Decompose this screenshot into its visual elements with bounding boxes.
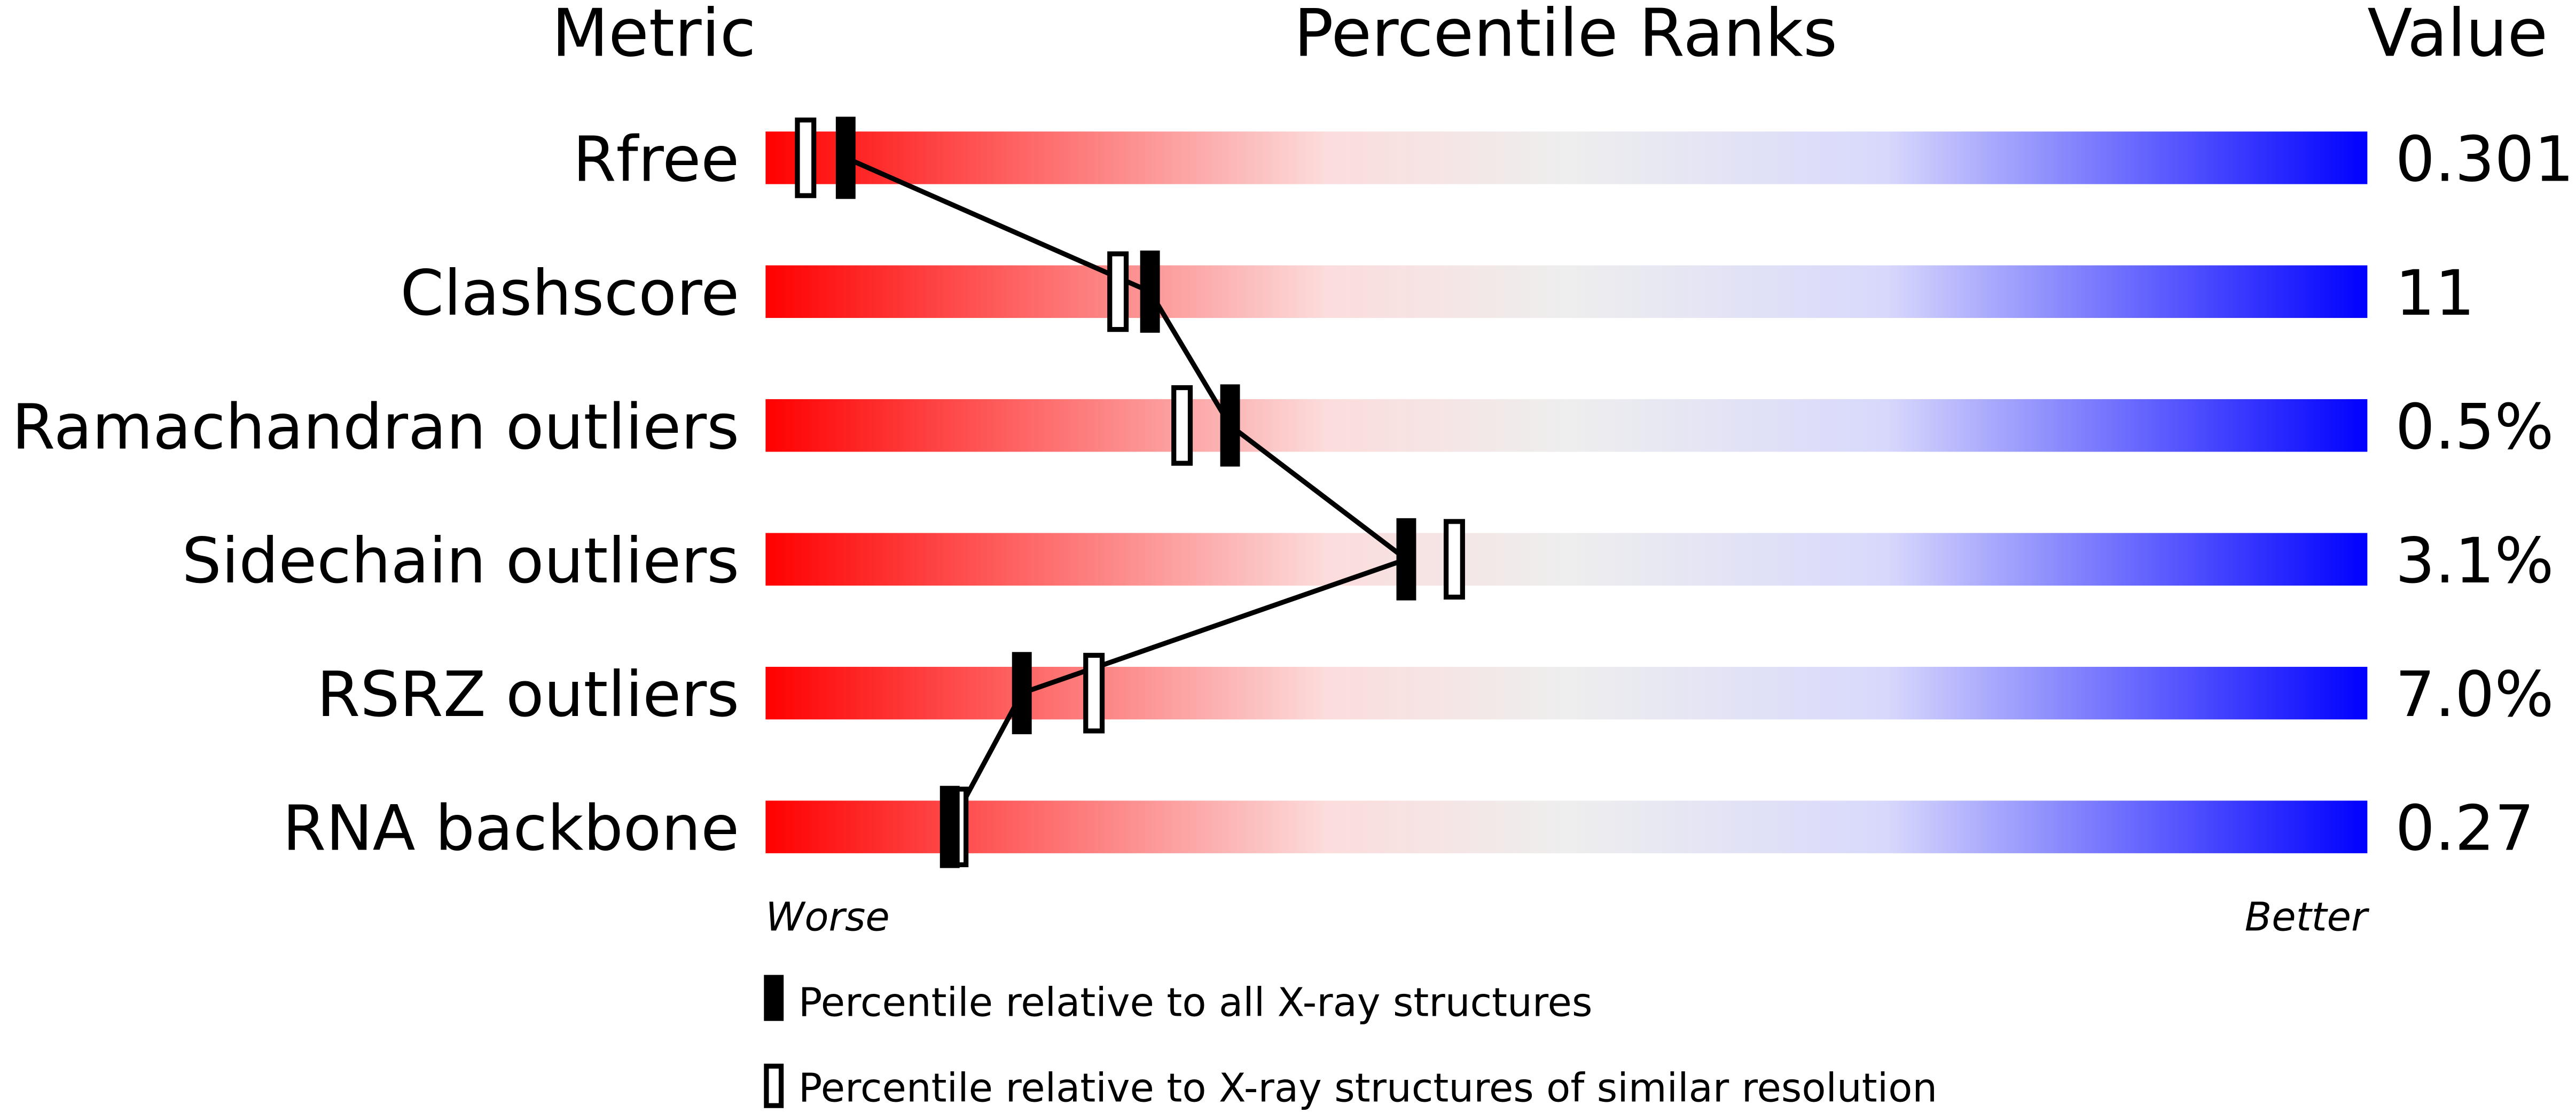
marker-all xyxy=(1220,384,1240,467)
metric-label: Rfree xyxy=(573,122,739,196)
metric-label: RNA backbone xyxy=(283,792,739,865)
marker-similar xyxy=(1083,652,1105,734)
metric-label: RSRZ outliers xyxy=(317,658,739,731)
marker-all xyxy=(1140,250,1160,333)
legend-swatch xyxy=(764,1063,784,1108)
metric-label: Sidechain outliers xyxy=(182,524,740,597)
header: Value xyxy=(2367,0,2548,72)
metric-label: Ramachandran outliers xyxy=(12,390,739,463)
slider-bar xyxy=(765,399,2368,452)
marker-similar xyxy=(795,117,817,198)
metric-value: 3.1% xyxy=(2395,524,2554,597)
slider-bar xyxy=(765,131,2368,184)
metric-value: 0.5% xyxy=(2395,390,2554,463)
metric-value: 7.0% xyxy=(2395,658,2554,731)
marker-all xyxy=(835,116,856,199)
metric-value: 11 xyxy=(2395,256,2475,330)
legend-swatch xyxy=(764,975,784,1021)
marker-similar xyxy=(1443,519,1465,600)
legend-label: Percentile relative to X-ray structures … xyxy=(798,1065,1937,1111)
slider-bar xyxy=(765,533,2368,586)
header: Percentile Ranks xyxy=(1294,0,1838,72)
marker-all xyxy=(939,785,960,868)
connector-line xyxy=(844,155,1412,828)
metric-value: 0.27 xyxy=(2395,792,2534,865)
marker-similar xyxy=(1107,251,1129,332)
header: Metric xyxy=(552,0,756,72)
legend-label: Percentile relative to all X-ray structu… xyxy=(798,979,1593,1025)
marker-all xyxy=(1396,518,1416,601)
marker-similar xyxy=(1171,385,1193,466)
metric-value: 0.301 xyxy=(2395,122,2574,196)
marker-all xyxy=(1012,652,1032,735)
axis-end-label: Better xyxy=(2245,894,2370,940)
metric-label: Clashscore xyxy=(400,256,739,330)
axis-end-label: Worse xyxy=(765,894,889,940)
slider-bar xyxy=(765,666,2368,720)
slider-bar xyxy=(765,800,2368,853)
slider-bar xyxy=(765,265,2368,318)
